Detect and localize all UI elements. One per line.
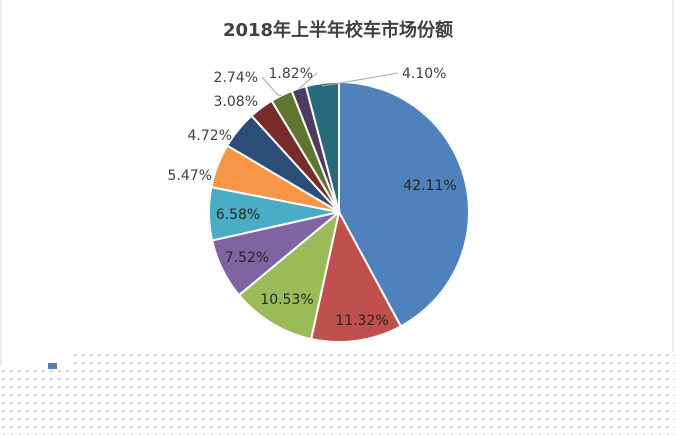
slice-label: 6.58% bbox=[216, 207, 260, 223]
slice-label: 4.10% bbox=[402, 66, 446, 82]
leader-line bbox=[298, 72, 318, 89]
slice-label: 7.52% bbox=[225, 250, 269, 266]
slice-label: 2.74% bbox=[214, 70, 258, 86]
leader-line bbox=[261, 76, 282, 96]
leader-line bbox=[321, 72, 399, 87]
dotted-overlay bbox=[0, 352, 675, 435]
slice-label: 4.72% bbox=[188, 128, 232, 144]
slice-label: 11.32% bbox=[335, 313, 388, 329]
slice-label: 10.53% bbox=[260, 292, 313, 308]
chart-title: 2018年上半年校车市场份额 bbox=[223, 19, 453, 41]
legend-marker bbox=[48, 363, 57, 369]
pie-slice bbox=[338, 80, 470, 328]
pie-labels: 42.11% 11.32% 10.53% 7.52% 6.58% 5.47% 4.72% 3.… bbox=[168, 66, 457, 329]
pie-slice bbox=[309, 209, 403, 343]
slice-label: 1.82% bbox=[269, 66, 313, 82]
slice-label: 42.11% bbox=[403, 178, 456, 194]
slice-label: 3.08% bbox=[214, 94, 258, 110]
pie-slice bbox=[237, 209, 341, 341]
slice-label: 5.47% bbox=[168, 168, 212, 184]
